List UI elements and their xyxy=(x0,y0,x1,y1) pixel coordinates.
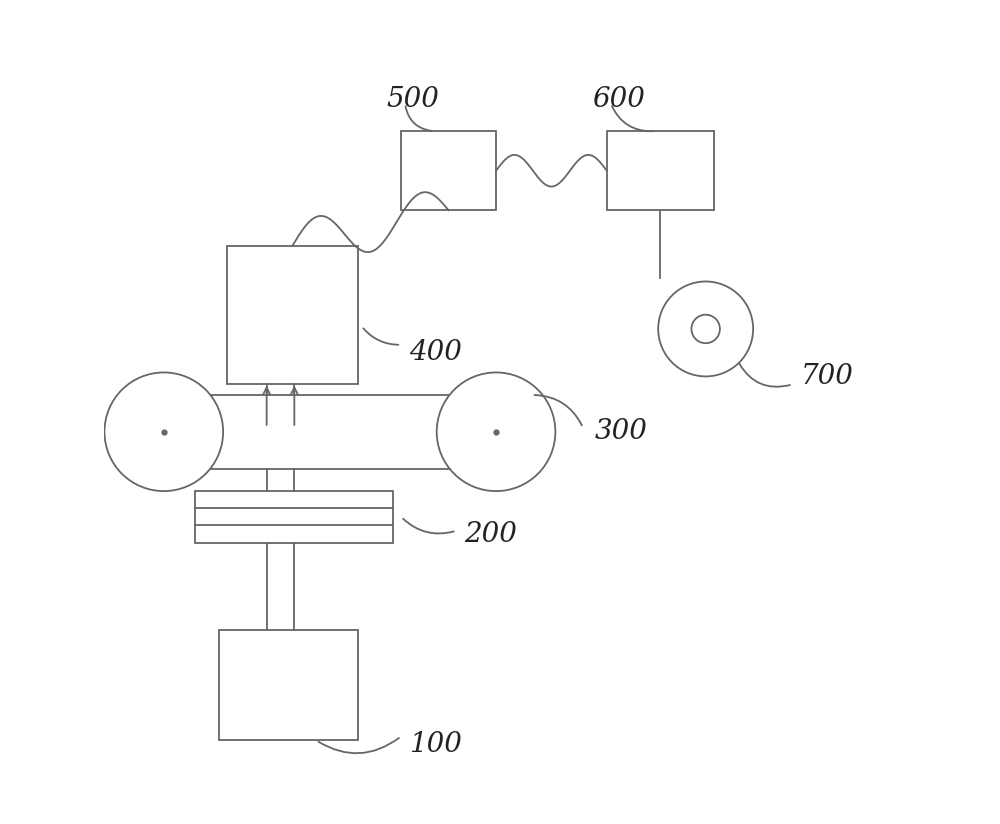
Text: 400: 400 xyxy=(409,339,462,366)
Circle shape xyxy=(104,372,223,491)
Bar xyxy=(227,246,358,384)
Text: 300: 300 xyxy=(595,419,648,445)
Bar xyxy=(401,131,496,210)
Text: 700: 700 xyxy=(801,363,853,390)
Circle shape xyxy=(658,282,753,377)
Text: 200: 200 xyxy=(464,521,517,548)
Bar xyxy=(219,630,358,740)
Bar xyxy=(607,131,714,210)
Circle shape xyxy=(691,315,720,343)
Text: 100: 100 xyxy=(409,731,462,758)
Text: 500: 500 xyxy=(387,86,439,113)
Circle shape xyxy=(437,372,555,491)
Bar xyxy=(195,491,393,542)
Text: 600: 600 xyxy=(592,86,645,113)
